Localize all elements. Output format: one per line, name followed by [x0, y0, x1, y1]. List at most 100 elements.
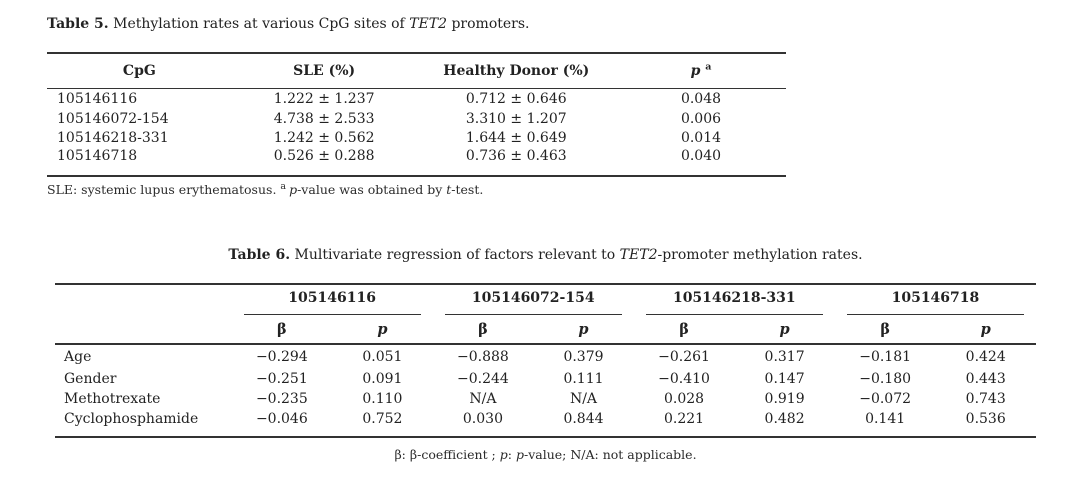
p-italic: p	[515, 447, 524, 462]
table6-group-105146072-154: 105146072-154	[433, 284, 634, 315]
table6-group-105146218-331: 105146218-331	[634, 284, 835, 315]
footnote-text: β: β-coefficient ;	[394, 447, 500, 462]
cell-value: 0.424	[965, 349, 1006, 365]
table5-caption-tail: promoters.	[447, 16, 530, 32]
table6-caption-tail: -promoter methylation rates.	[657, 247, 863, 263]
cell-value: 0.919	[764, 391, 805, 407]
cell-donor: 0.736 ± 0.463	[465, 148, 567, 164]
footnote-text: -value was obtained by	[297, 182, 447, 197]
table-row: 105146218-331 1.242 ± 0.562 1.644 ± 0.64…	[47, 128, 786, 147]
footnote-text: SLE: systemic lupus erythematosus.	[47, 182, 281, 197]
cell-value: 0.844	[563, 411, 604, 427]
cell-value: 0.536	[965, 411, 1006, 427]
table5-footnote: SLE: systemic lupus erythematosus. a p-va…	[47, 182, 786, 198]
table-row: 105146718 0.526 ± 0.288 0.736 ± 0.463 0.…	[47, 147, 786, 176]
cell-value: 0.111	[563, 371, 604, 387]
cell-p: 0.040	[680, 148, 722, 164]
cell-value: −0.251	[255, 371, 308, 387]
table6-caption-label: Table 6.	[228, 247, 291, 263]
cell-value: −0.235	[255, 391, 308, 407]
cell-sle: 1.242 ± 0.562	[273, 129, 375, 146]
table5-caption-text: Methylation rates at various CpG sites o…	[108, 16, 410, 32]
table5-header-cpg: CpG	[47, 52, 232, 89]
cell-value: 0.221	[663, 411, 705, 427]
cell-value: −0.072	[859, 391, 912, 407]
cell-donor: 3.310 ± 1.207	[465, 110, 567, 127]
beta-header: β	[633, 315, 735, 345]
group-label: 105146718	[846, 285, 1024, 315]
cell-cpg: 105146718	[57, 148, 138, 164]
cell-p: 0.048	[680, 91, 722, 107]
cell-p: 0.006	[680, 110, 722, 127]
table5-header-sle: SLE (%)	[231, 52, 417, 89]
table6-caption: Table 6. Multivariate regression of fact…	[55, 246, 1036, 264]
table6-footnote: β: β-coefficient ; p: p-value; N/A: not …	[55, 447, 1036, 463]
cell-sle: 0.526 ± 0.288	[273, 148, 375, 164]
p-italic: p	[289, 182, 298, 197]
p-superscript: a	[705, 61, 712, 73]
table5: CpG SLE (%) Healthy Donor (%) p a 105146…	[47, 52, 786, 177]
table5-caption-label: Table 5.	[47, 16, 109, 32]
beta-header: β	[834, 315, 936, 345]
cell-value: N/A	[569, 391, 598, 407]
p-header: p	[533, 315, 634, 345]
cell-value: −0.244	[457, 371, 509, 387]
table6-section: Table 6. Multivariate regression of fact…	[55, 246, 1036, 463]
cell-factor: Age	[64, 349, 92, 365]
cell-value: 0.091	[362, 371, 403, 387]
footnote-superscript: a	[280, 180, 287, 192]
table-row: Cyclophosphamide −0.046 0.752 0.030 0.84…	[55, 409, 1036, 437]
table5-caption: Table 5. Methylation rates at various Cp…	[47, 15, 786, 33]
p-italic: p	[499, 447, 508, 462]
table5-header-p: p a	[616, 52, 786, 89]
table-row: Gender −0.251 0.091 −0.244 0.111 −0.410 …	[55, 369, 1036, 389]
cell-sle: 1.222 ± 1.237	[273, 91, 375, 107]
cell-value: 0.317	[764, 349, 805, 365]
cell-factor: Cyclophosphamide	[64, 411, 199, 427]
p-header: p	[332, 315, 433, 345]
cell-value: 0.443	[965, 371, 1006, 387]
footnote-text: :	[507, 447, 516, 462]
cell-donor: 1.644 ± 0.649	[465, 129, 567, 146]
cell-value: −0.181	[859, 349, 912, 365]
cell-value: 0.743	[965, 391, 1006, 407]
group-label: 105146116	[243, 285, 421, 315]
footnote-text: -value; N/A: not applicable.	[523, 447, 697, 462]
cell-cpg: 105146116	[57, 91, 138, 107]
cell-value: 0.379	[563, 349, 604, 365]
cell-value: 0.030	[462, 411, 503, 427]
cell-value: −0.261	[658, 349, 710, 365]
table6-corner-cell	[55, 284, 232, 345]
cell-value: 0.482	[764, 411, 805, 427]
cell-sle: 4.738 ± 2.533	[273, 110, 375, 127]
table-row: Age −0.294 0.051 −0.888 0.379 −0.261 0.3…	[55, 344, 1036, 369]
cell-value: −0.410	[658, 371, 710, 387]
cell-p: 0.014	[680, 129, 722, 146]
cell-cpg: 105146072-154	[57, 110, 169, 127]
cell-cpg: 105146218-331	[57, 129, 169, 146]
beta-header: β	[432, 315, 534, 345]
p-label: p	[690, 63, 701, 79]
table5-header-donor: Healthy Donor (%)	[416, 52, 617, 89]
p-header: p	[935, 315, 1036, 345]
cell-factor: Methotrexate	[64, 391, 161, 407]
footnote-text: -test.	[451, 182, 484, 197]
table5-header-row: CpG SLE (%) Healthy Donor (%) p a	[47, 52, 786, 89]
table6-group-105146718: 105146718	[835, 284, 1036, 315]
cell-value: 0.110	[362, 391, 403, 407]
cell-value: 0.051	[362, 349, 403, 365]
group-label: 105146072-154	[444, 285, 622, 315]
group-label: 105146218-331	[645, 285, 823, 315]
table-row: 105146072-154 4.738 ± 2.533 3.310 ± 1.20…	[47, 109, 786, 128]
cell-value: −0.294	[255, 349, 308, 365]
table-row: 105146116 1.222 ± 1.237 0.712 ± 0.646 0.…	[47, 89, 786, 110]
table6-group-header-row: 105146116 105146072-154 105146218-331 10…	[55, 284, 1036, 345]
cell-value: −0.888	[457, 349, 509, 365]
p-header: p	[734, 315, 835, 345]
gene-name: TET2	[619, 247, 658, 263]
cell-value: 0.752	[362, 411, 403, 427]
table6-group-105146116: 105146116	[232, 284, 433, 315]
cell-value: −0.180	[859, 371, 912, 387]
table6: 105146116 105146072-154 105146218-331 10…	[55, 283, 1036, 438]
